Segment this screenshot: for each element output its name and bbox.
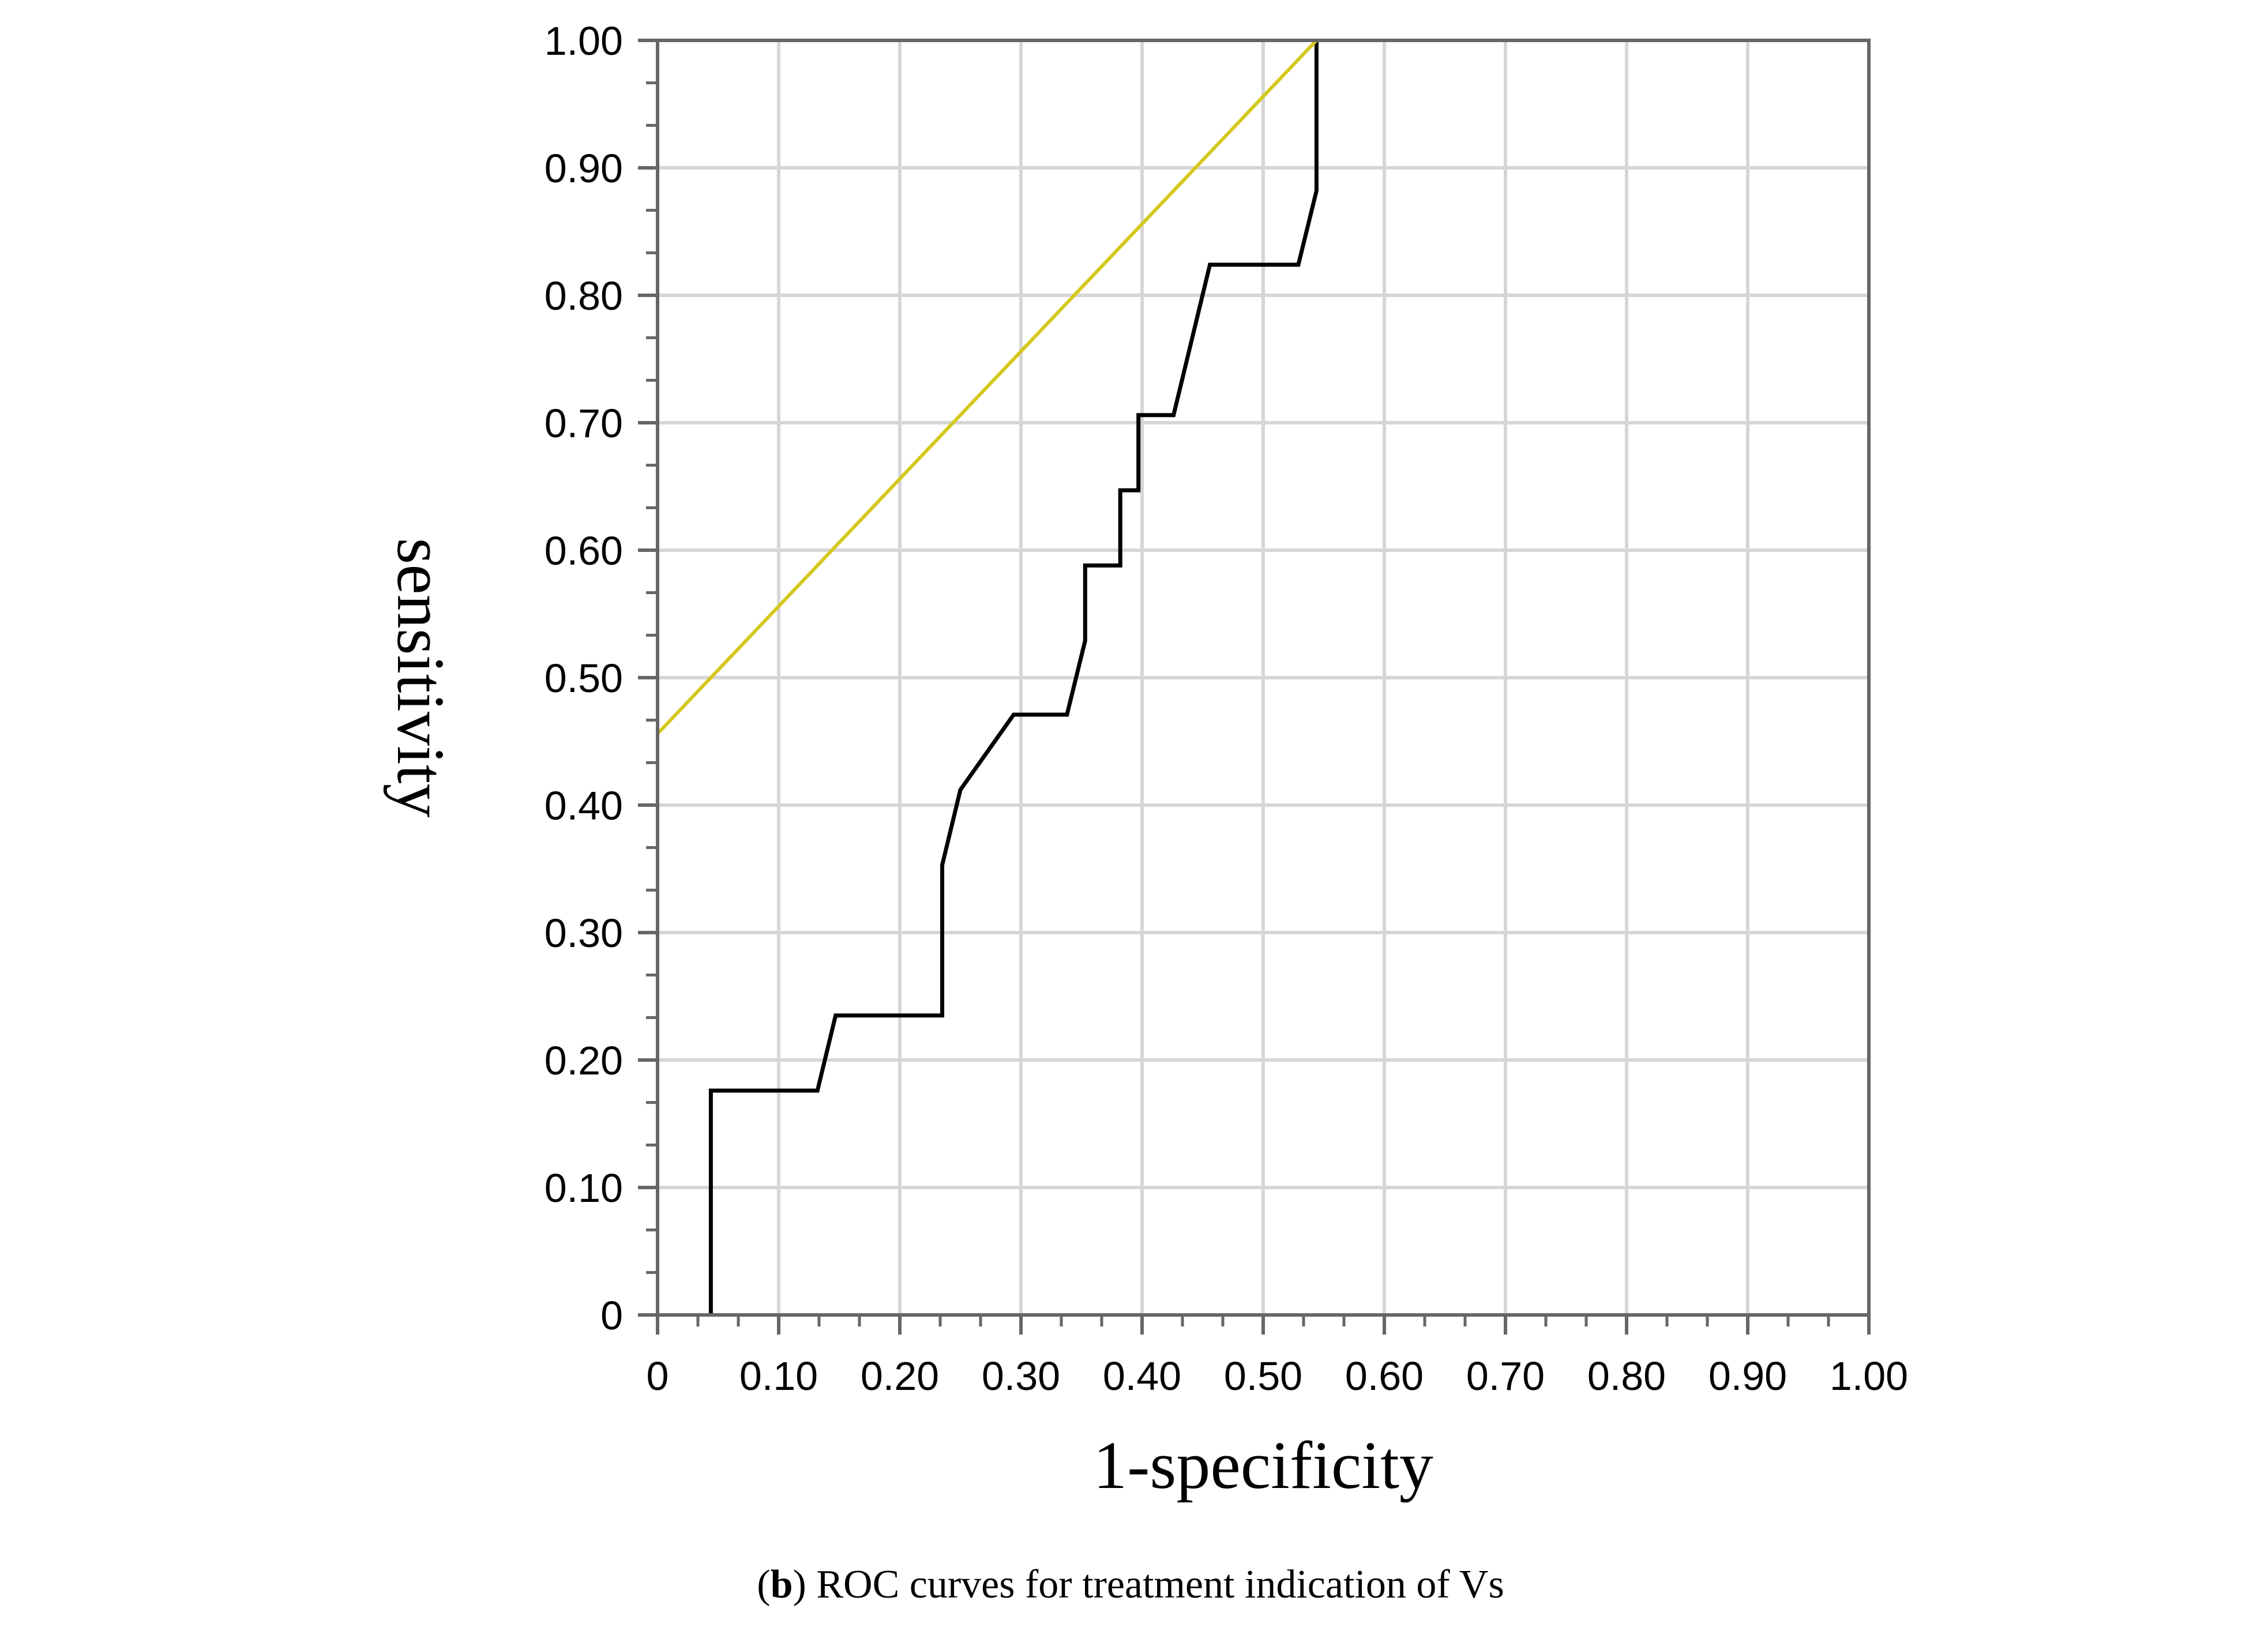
caption-letter: b bbox=[771, 1562, 793, 1607]
y-tick-label: 0.30 bbox=[545, 911, 623, 956]
x-tick-label: 0.90 bbox=[1708, 1354, 1787, 1399]
y-tick-label: 0.80 bbox=[545, 273, 623, 318]
x-tick-label: 0.70 bbox=[1466, 1354, 1545, 1399]
reference-line bbox=[656, 39, 1318, 735]
y-tick-label: 0.60 bbox=[545, 528, 623, 573]
x-tick-label: 0.30 bbox=[982, 1354, 1060, 1399]
y-tick-label: 1.00 bbox=[545, 18, 623, 63]
series-layer bbox=[656, 39, 1319, 1315]
y-tick-label: 0 bbox=[600, 1293, 623, 1338]
plot-frame bbox=[656, 39, 1871, 1317]
x-tick-labels: 0 0.10 0.20 0.30 0.40 0.50 0.60 0.70 0.80 0.90 1.0… bbox=[647, 1354, 1909, 1399]
figure-caption: (b) ROC curves for treatment indication … bbox=[757, 1562, 1504, 1607]
y-tick-label: 0.10 bbox=[545, 1166, 623, 1211]
minor-ticks bbox=[646, 81, 1830, 1326]
y-tick-label: 0.90 bbox=[545, 146, 623, 191]
x-tick-label: 0.10 bbox=[739, 1354, 818, 1399]
y-tick-label: 0.70 bbox=[545, 401, 623, 446]
caption-open-paren: ( bbox=[757, 1562, 770, 1607]
roc-curve-line bbox=[708, 40, 1319, 1315]
y-axis-title: sensitivity bbox=[383, 538, 459, 817]
x-tick-label: 0 bbox=[647, 1354, 669, 1399]
grid bbox=[658, 40, 1869, 1315]
major-ticks bbox=[638, 39, 1871, 1335]
x-tick-label: 0.60 bbox=[1345, 1354, 1424, 1399]
y-tick-labels: 0 0.10 0.20 0.30 0.40 0.50 0.60 0.70 0.80 0.90 1.0… bbox=[545, 18, 623, 1338]
y-tick-label: 0.20 bbox=[545, 1038, 623, 1083]
y-tick-label: 0.40 bbox=[545, 783, 623, 828]
x-tick-label: 0.80 bbox=[1587, 1354, 1666, 1399]
caption-text: ) ROC curves for treatment indication of… bbox=[793, 1562, 1504, 1607]
x-tick-label: 0.50 bbox=[1224, 1354, 1302, 1399]
x-tick-label: 1.00 bbox=[1830, 1354, 1908, 1399]
y-tick-label: 0.50 bbox=[545, 656, 623, 701]
x-axis-title: 1-specificity bbox=[1093, 1427, 1433, 1503]
x-tick-label: 0.20 bbox=[861, 1354, 939, 1399]
x-tick-label: 0.40 bbox=[1103, 1354, 1181, 1399]
